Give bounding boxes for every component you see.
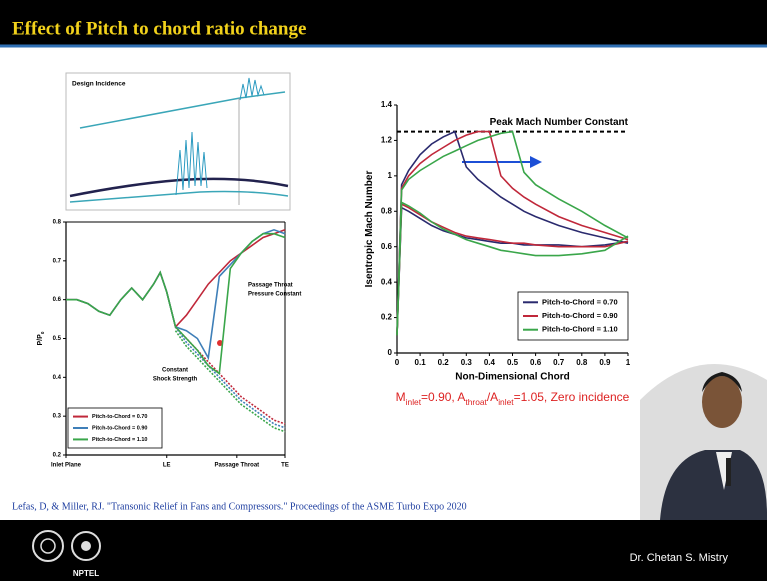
- citation: Lefas, D, & Miller, RJ. "Transonic Relie…: [12, 501, 467, 512]
- presenter-name: Dr. Chetan S. Mistry: [630, 552, 729, 564]
- y-tick-label: 0.7: [53, 258, 62, 264]
- caption-part: M: [396, 390, 406, 404]
- y-tick-label: 1.4: [381, 100, 393, 109]
- reference-label: Peak Mach Number Constant: [490, 117, 629, 128]
- y-tick-label: 0.6: [381, 242, 393, 251]
- legend-label: Pitch-to-Chord = 0.90: [542, 311, 618, 320]
- legend-label: Pitch-to-Chord = 0.90: [92, 425, 147, 431]
- x-tick-label: 0.1: [415, 358, 427, 367]
- x-tick-label: Inlet Plane: [51, 463, 82, 469]
- y-tick-label: 1: [388, 171, 393, 180]
- caption-part: inlet: [498, 397, 514, 407]
- y-tick-label: 0.4: [381, 277, 393, 286]
- x-tick-label: 0.5: [507, 358, 519, 367]
- x-axis-label: Non-Dimensional Chord: [455, 372, 569, 383]
- caption-part: inlet: [406, 397, 422, 407]
- y-tick-label: 0.8: [53, 220, 62, 226]
- slide-title: Effect of Pitch to chord ratio change: [12, 18, 306, 39]
- caption-part: throat: [465, 397, 487, 407]
- x-tick-label: 0: [395, 358, 400, 367]
- y-tick-label: 0.5: [53, 336, 62, 342]
- y-tick-label: 1.2: [381, 136, 393, 145]
- y-tick-label: 0.3: [53, 414, 62, 420]
- diagram-label: Design Incidence: [72, 81, 126, 88]
- y-axis-label-part: P/P: [37, 334, 44, 346]
- x-tick-label: 0.3: [461, 358, 473, 367]
- annotation: Shock Strength: [153, 377, 198, 383]
- x-tick-label: Passage Throat: [214, 463, 259, 469]
- y-axis-label: Isentropic Mach Number: [364, 171, 375, 288]
- x-tick-label: 1: [626, 358, 631, 367]
- x-tick-label: 0.8: [576, 358, 588, 367]
- annotation: Pressure Constant: [248, 292, 301, 298]
- x-tick-label: 0.7: [553, 358, 565, 367]
- x-tick-label: 0.4: [484, 358, 496, 367]
- x-tick-label: 0.2: [438, 358, 450, 367]
- y-axis-label-part: Isentropic Mach Number: [364, 171, 375, 288]
- y-tick-label: 0.4: [53, 375, 62, 381]
- caption-part: =1.05, Zero incidence: [514, 390, 630, 404]
- page: Effect of Pitch to chord ratio change Le…: [0, 0, 767, 581]
- logo-text: NPTEL: [73, 569, 99, 578]
- x-tick-label: TE: [281, 463, 289, 469]
- legend-label: Pitch-to-Chord = 0.70: [542, 297, 618, 306]
- legend-label: Pitch-to-Chord = 0.70: [92, 414, 147, 420]
- annotation: Constant: [162, 368, 188, 374]
- slide: Effect of Pitch to chord ratio change Le…: [0, 0, 767, 581]
- annotation: Passage Throat: [248, 283, 293, 289]
- legend-label: Pitch-to-Chord = 1.10: [92, 437, 147, 443]
- y-tick-label: 0.6: [53, 297, 62, 303]
- caption-part: =0.90, A: [421, 390, 465, 404]
- legend-label: Pitch-to-Chord = 1.10: [542, 325, 618, 334]
- presenter-video: [640, 364, 767, 520]
- x-tick-label: 0.6: [530, 358, 542, 367]
- logo-nptel-inner: [81, 541, 91, 551]
- y-axis-label-part: 0: [40, 331, 46, 334]
- caption-part: /A: [487, 390, 498, 404]
- x-tick-label: LE: [163, 463, 171, 469]
- y-tick-label: 0.2: [381, 313, 393, 322]
- y-tick-label: 0.2: [53, 453, 62, 459]
- cascade-diagram: Design Incidence: [66, 73, 290, 210]
- y-tick-label: 0: [388, 348, 393, 357]
- x-tick-label: 0.9: [599, 358, 611, 367]
- y-tick-label: 0.8: [381, 206, 393, 215]
